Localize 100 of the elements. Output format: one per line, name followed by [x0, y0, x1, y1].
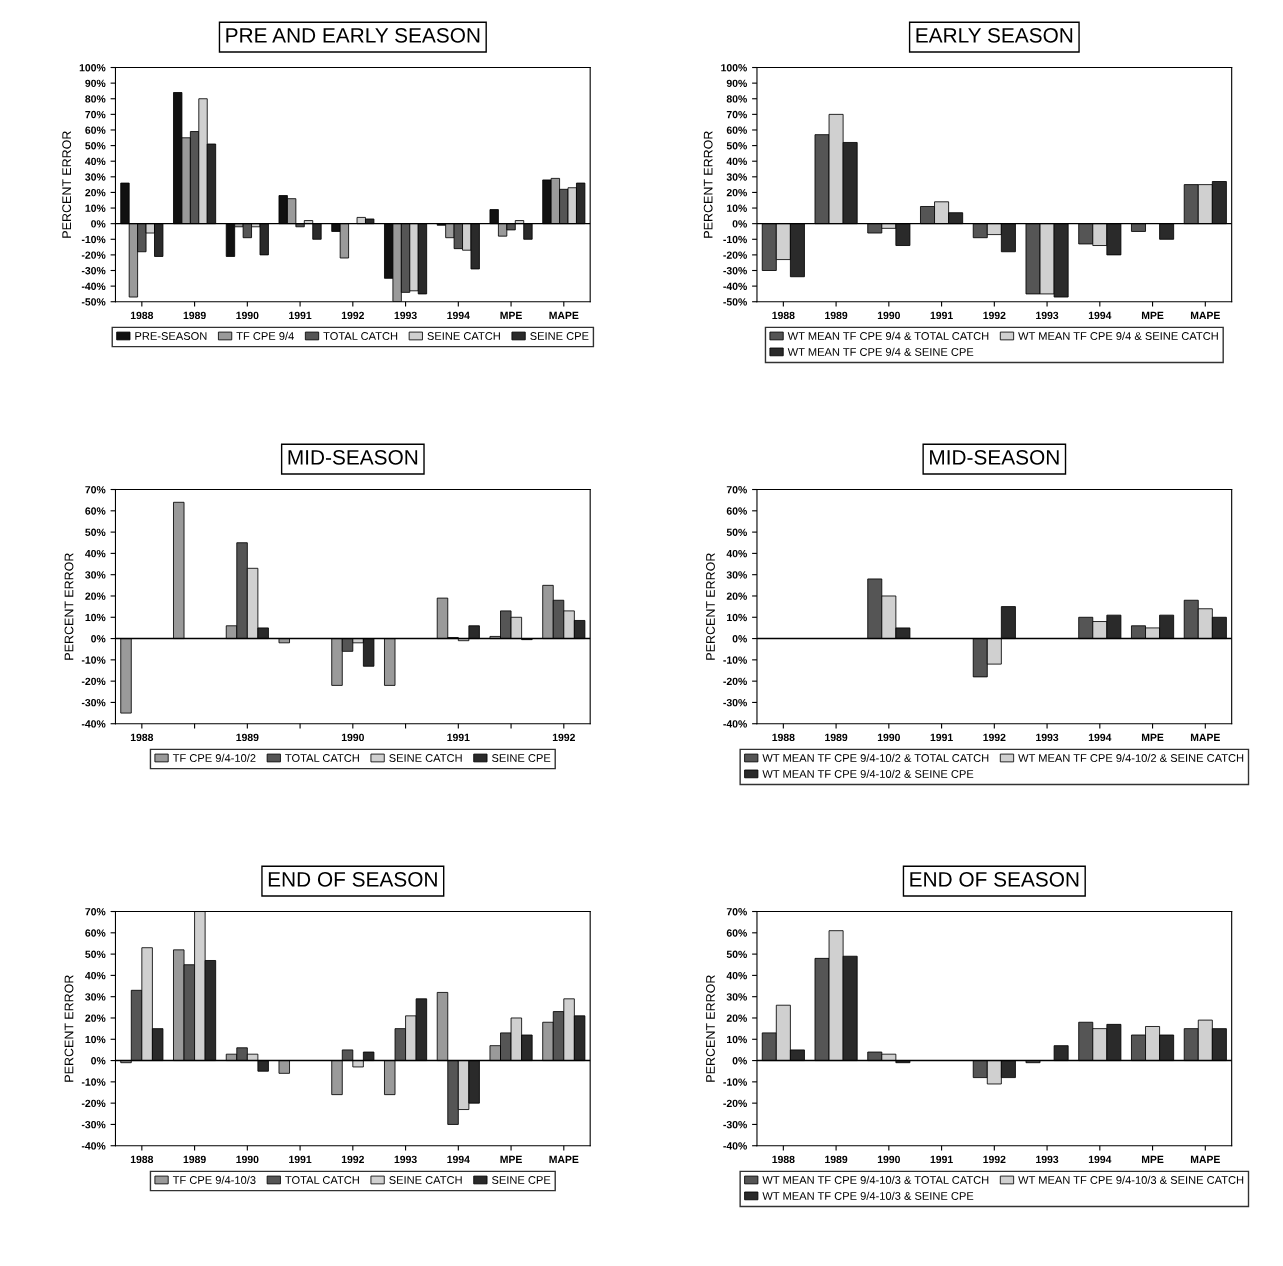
y-tick-label: -10% — [723, 656, 747, 664]
y-axis-title: PERCENT ERROR — [706, 553, 715, 660]
legend-label: WT MEAN TF CPE 9/4-10/3 & SEINE CATCH — [1018, 1175, 1244, 1184]
legend-label: TOTAL CATCH — [285, 1176, 359, 1184]
x-tick-label: MPE — [1141, 733, 1164, 741]
y-tick-label: -50% — [81, 298, 106, 306]
y-tick-label: 20% — [726, 188, 747, 197]
x-tick-label: 1989 — [825, 311, 848, 320]
y-tick-label: 0% — [732, 635, 747, 643]
x-tick-label: 1990 — [877, 1155, 900, 1164]
legend-label: SEINE CATCH — [389, 1176, 462, 1184]
x-tick-label: MAPE — [1190, 733, 1220, 741]
y-tick-label: -20% — [723, 677, 747, 686]
y-tick-label: 20% — [85, 188, 106, 197]
y-tick-label: 20% — [85, 1014, 106, 1022]
legend-label: TOTAL CATCH — [285, 754, 359, 762]
y-tick-label: 60% — [726, 126, 747, 134]
y-tick-label: -30% — [723, 267, 747, 275]
legend-label: TF CPE 9/4-10/3 — [172, 1175, 256, 1184]
chart-title: PRE AND EARLY SEASON — [226, 27, 480, 43]
legend-label: SEINE CPE — [530, 332, 589, 340]
y-tick-label: -10% — [81, 1078, 106, 1086]
chart-title: END OF SEASON — [910, 871, 1079, 887]
legend-label: WT MEAN TF CPE 9/4-10/2 & TOTAL CATCH — [762, 753, 989, 762]
x-tick-label: MPE — [500, 311, 522, 319]
x-tick-label: 1994 — [1088, 311, 1112, 320]
y-tick-label: 50% — [85, 142, 106, 150]
y-tick-label: -20% — [723, 251, 747, 259]
legend-label: TF CPE 9/4-10/2 — [172, 753, 256, 762]
y-tick-label: -10% — [723, 235, 747, 244]
chart-title: MID-SEASON — [288, 449, 418, 465]
y-axis-title: PERCENT ERROR — [703, 131, 713, 238]
y-tick-label: -10% — [723, 1078, 747, 1086]
y-tick-label: 0% — [91, 220, 106, 228]
x-tick-label: 1993 — [1036, 733, 1059, 742]
x-tick-label: 1992 — [983, 1155, 1006, 1164]
legend-label: WT MEAN TF CPE 9/4-10/2 & SEINE CATCH — [1018, 753, 1244, 762]
y-tick-label: 10% — [727, 613, 747, 622]
x-tick-label: MPE — [1141, 311, 1164, 319]
y-tick-label: 10% — [727, 204, 747, 212]
y-tick-label: 70% — [726, 908, 747, 916]
x-tick-label: 1991 — [930, 311, 953, 320]
y-tick-label: 30% — [85, 173, 106, 181]
chart-title: EARLY SEASON — [916, 27, 1073, 43]
y-tick-label: 50% — [726, 142, 747, 150]
legend-label: WT MEAN TF CPE 9/4-10/3 & TOTAL CATCH — [762, 1175, 989, 1184]
legend-label: SEINE CPE — [491, 754, 551, 762]
x-tick-label: 1990 — [877, 311, 900, 320]
y-tick-label: 10% — [727, 1035, 747, 1044]
y-axis-title: PERCENT ERROR — [64, 553, 74, 660]
chart-title: MID-SEASON — [930, 449, 1059, 465]
x-tick-label: 1994 — [447, 1155, 470, 1164]
y-tick-label: -40% — [723, 282, 747, 290]
y-tick-label: 40% — [726, 157, 747, 166]
y-tick-label: 100% — [721, 64, 747, 72]
y-tick-label: -40% — [723, 1142, 747, 1150]
x-tick-label: 1991 — [447, 733, 470, 742]
y-tick-label: 0% — [91, 635, 106, 643]
y-tick-label: 40% — [85, 157, 106, 166]
y-tick-label: 0% — [91, 1057, 106, 1065]
y-tick-label: 70% — [726, 110, 747, 119]
x-tick-label: 1991 — [289, 311, 312, 320]
y-tick-label: -40% — [723, 720, 747, 728]
y-tick-label: -40% — [81, 720, 106, 728]
y-tick-label: 50% — [726, 950, 747, 958]
y-tick-label: -20% — [81, 251, 106, 259]
x-tick-label: MPE — [1141, 1155, 1164, 1163]
y-axis-title: PERCENT ERROR — [64, 975, 74, 1082]
x-tick-label: 1993 — [1036, 311, 1059, 320]
chart-title: END OF SEASON — [268, 871, 437, 887]
legend-label: TF CPE 9/4 — [236, 331, 294, 340]
y-tick-label: -10% — [81, 656, 106, 664]
legend-label: WT MEAN TF CPE 9/4-10/2 & SEINE CPE — [762, 769, 974, 778]
y-tick-label: 20% — [726, 592, 747, 600]
y-tick-label: -30% — [81, 1120, 106, 1129]
x-tick-label: 1988 — [772, 733, 795, 742]
y-tick-label: 80% — [85, 95, 106, 103]
y-tick-label: 10% — [85, 1035, 106, 1044]
x-tick-label: 1993 — [1036, 1155, 1059, 1164]
y-tick-label: 10% — [85, 613, 106, 622]
y-tick-label: 30% — [85, 571, 106, 579]
x-tick-label: 1992 — [983, 733, 1006, 742]
x-tick-label: 1989 — [183, 1155, 206, 1164]
x-tick-label: 1992 — [341, 311, 364, 320]
y-tick-label: -30% — [723, 1120, 747, 1129]
y-tick-label: 60% — [726, 507, 747, 515]
y-tick-label: 40% — [726, 971, 747, 980]
y-tick-label: 30% — [726, 993, 747, 1001]
y-tick-label: 60% — [85, 126, 106, 134]
y-tick-label: 30% — [726, 571, 747, 579]
y-tick-label: 40% — [85, 549, 106, 558]
x-tick-label: 1991 — [289, 1155, 312, 1164]
y-tick-label: 30% — [726, 173, 747, 181]
x-tick-label: 1992 — [341, 1155, 364, 1164]
y-tick-label: -50% — [723, 298, 747, 306]
x-tick-label: 1994 — [1088, 1155, 1112, 1164]
y-tick-label: 70% — [85, 908, 106, 916]
legend-label: WT MEAN TF CPE 9/4 & TOTAL CATCH — [787, 331, 989, 340]
y-tick-label: 60% — [85, 507, 106, 515]
legend-label: SEINE CATCH — [427, 332, 500, 340]
